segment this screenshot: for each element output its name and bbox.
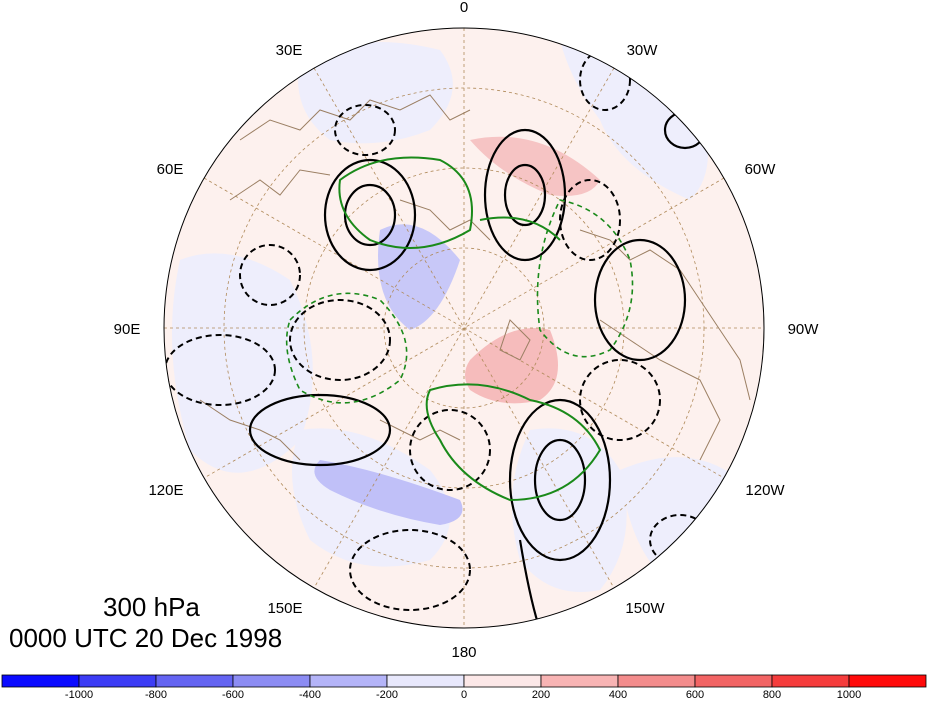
map-title-level: 300 hPa xyxy=(103,592,200,622)
colorbar-box xyxy=(386,674,465,688)
lon-label-120e: 120E xyxy=(148,482,183,499)
colorbar-tick-label: -400 xyxy=(299,689,321,701)
map-title-time: 0000 UTC 20 Dec 1998 xyxy=(9,623,283,653)
colorbar-tick-labels: -1000 -800 -600 -400 -200 0 200 400 600 800 1000 xyxy=(65,689,861,701)
lon-label-90e: 90E xyxy=(114,321,141,338)
colorbar-box xyxy=(463,674,542,688)
lon-label-0: 0 xyxy=(460,0,468,16)
colorbar-tick-label: -200 xyxy=(376,689,398,701)
lon-label-60e: 60E xyxy=(157,161,184,178)
polar-stereographic-map: 0 30W 60W 90W 120W 150W 180 150E 120E 90… xyxy=(114,0,820,661)
green-contours xyxy=(338,156,602,502)
lon-label-120w: 120W xyxy=(745,482,785,499)
colorbar-tick-label: -800 xyxy=(145,689,167,701)
lon-label-60w: 60W xyxy=(745,161,777,178)
colorbar-tick-label: 800 xyxy=(763,689,781,701)
green-dashed-contours xyxy=(285,199,634,404)
colorbar-box xyxy=(1,674,80,688)
colorbar-tick-label: -1000 xyxy=(65,689,93,701)
colorbar-tick-label: 400 xyxy=(609,689,627,701)
colorbar-box xyxy=(848,674,927,688)
lon-label-180: 180 xyxy=(451,644,476,661)
colorbar-tick-label: -600 xyxy=(222,689,244,701)
colorbar-tick-label: 1000 xyxy=(837,689,861,701)
colorbar-tick-label: 0 xyxy=(461,689,467,701)
colorbar: -1000 -800 -600 -400 -200 0 200 400 600 800 1000 xyxy=(1,674,927,701)
colorbar-box xyxy=(309,674,388,688)
colorbar-boxes xyxy=(1,674,927,688)
colorbar-box xyxy=(78,674,157,688)
lon-label-30w: 30W xyxy=(627,42,659,59)
colorbar-box xyxy=(694,674,773,688)
colorbar-box xyxy=(540,674,619,688)
colorbar-box xyxy=(617,674,696,688)
colorbar-tick-label: 200 xyxy=(532,689,550,701)
colorbar-box xyxy=(771,674,850,688)
colorbar-box xyxy=(232,674,311,688)
lon-label-90w: 90W xyxy=(788,321,820,338)
lon-label-30e: 30E xyxy=(276,42,303,59)
colorbar-box xyxy=(155,674,234,688)
lon-label-150e: 150E xyxy=(267,600,302,617)
colorbar-tick-label: 600 xyxy=(686,689,704,701)
lon-label-150w: 150W xyxy=(625,600,665,617)
map-boundary xyxy=(163,27,765,629)
